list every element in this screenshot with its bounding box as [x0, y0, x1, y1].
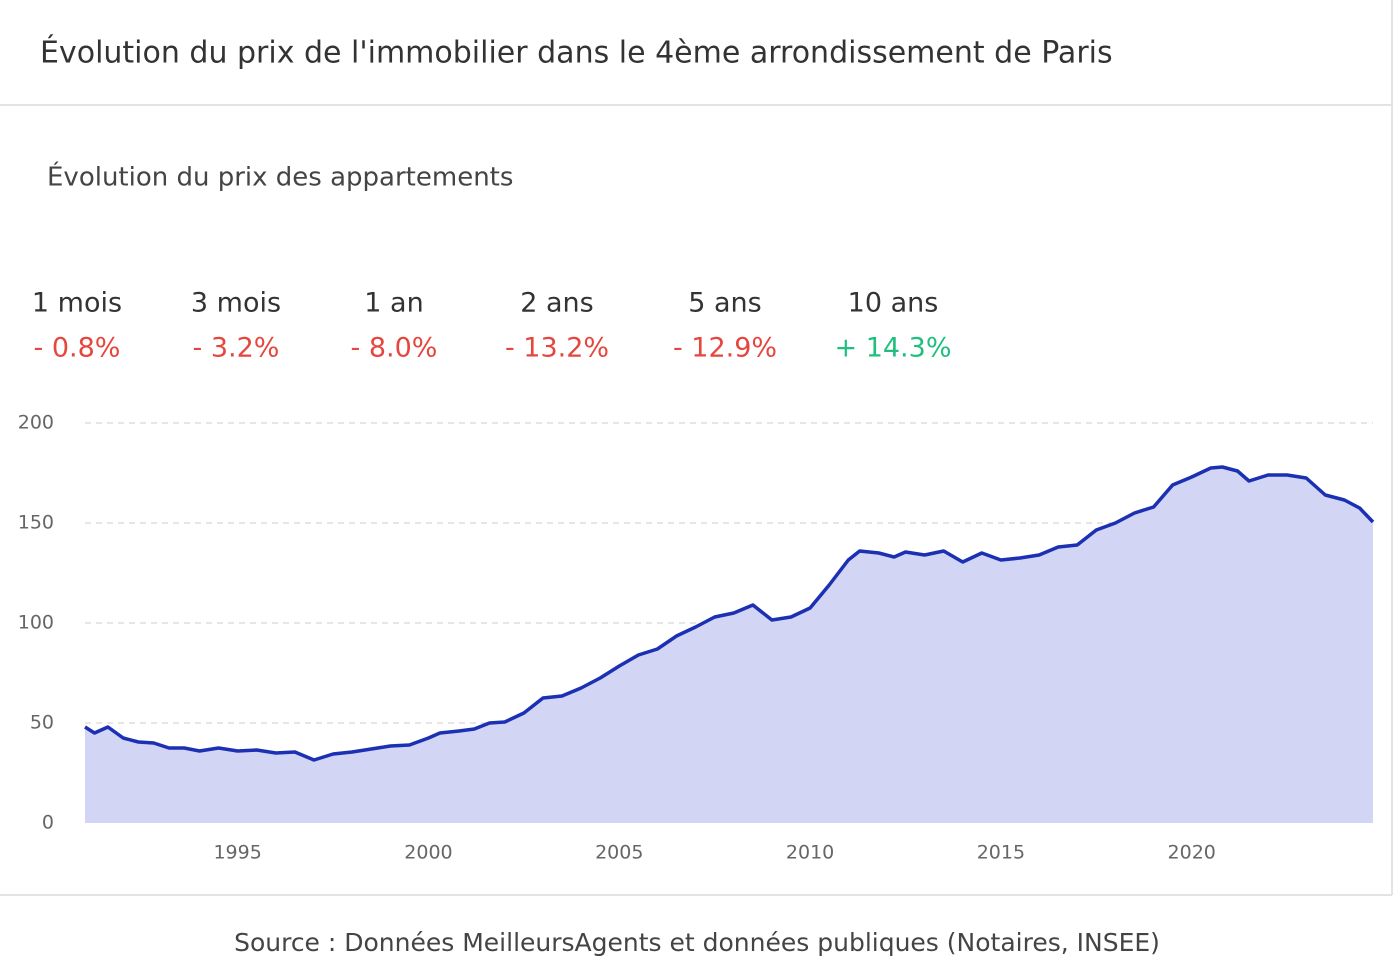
x-tick-label: 1995: [213, 842, 261, 864]
x-tick-label: 2000: [404, 842, 452, 864]
stat-value: - 0.8%: [34, 333, 121, 364]
stat-value: - 8.0%: [351, 333, 438, 364]
y-tick-label: 50: [30, 712, 54, 734]
stat-value: - 13.2%: [505, 333, 609, 364]
x-tick-label: 2005: [595, 842, 643, 864]
stat-label: 1 an: [364, 288, 423, 319]
stat-label: 3 mois: [191, 288, 281, 319]
stat-label: 2 ans: [520, 288, 594, 319]
x-tick-label: 2015: [977, 842, 1025, 864]
chart-title: Évolution du prix des appartements: [47, 161, 513, 193]
y-tick-label: 150: [18, 512, 54, 534]
y-tick-label: 200: [18, 412, 54, 434]
stat-label: 1 mois: [32, 288, 122, 319]
area: [85, 467, 1373, 823]
stat-label: 5 ans: [688, 288, 762, 319]
stat-label: 10 ans: [848, 288, 939, 319]
x-tick-label: 2010: [786, 842, 834, 864]
y-tick-label: 0: [42, 812, 54, 834]
line: [84, 465, 1375, 762]
source: Source : Données MeilleursAgents et donn…: [234, 928, 1160, 957]
stat-value: - 12.9%: [673, 333, 777, 364]
stat-value: + 14.3%: [835, 333, 952, 364]
page-title: Évolution du prix de l'immobilier dans l…: [40, 35, 1113, 71]
y-tick-label: 100: [18, 612, 54, 634]
x-tick-label: 2020: [1168, 842, 1216, 864]
stat-value: - 3.2%: [193, 333, 280, 364]
